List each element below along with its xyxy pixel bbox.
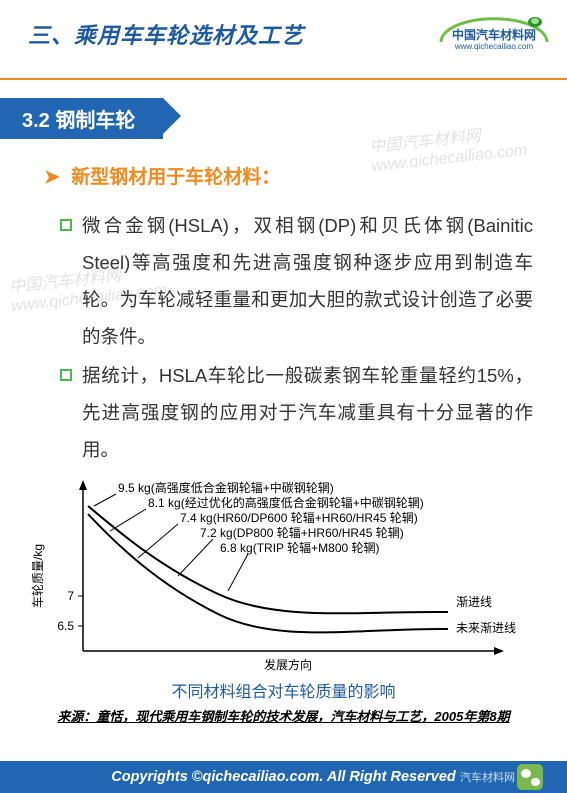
square-bullet-icon — [60, 369, 72, 381]
anno: 6.8 kg(TRIP 轮辐+M800 轮辋) — [220, 540, 380, 555]
y-axis-label: 车轮质量/kg — [30, 544, 45, 608]
page-header: 三、乘用车车轮选材及工艺 中国汽车材料网 www.qichecailiao.co… — [0, 0, 567, 70]
list-item: 据统计，HSLA车轮比一般碳素钢车轮重量轻约15%，先进高强度钢的应用对于汽车减… — [60, 357, 533, 468]
x-axis-label: 发展方向 — [264, 657, 312, 672]
divider — [0, 78, 567, 80]
logo-text: 中国汽车材料网 — [439, 26, 549, 43]
item-text: 据统计，HSLA车轮比一般碳素钢车轮重量轻约15%，先进高强度钢的应用对于汽车减… — [82, 365, 533, 460]
curve-label: 渐进线 — [456, 595, 492, 609]
chart: 7 6.5 车轮质量/kg 发展方向 渐进线 未来渐进线 9.5 kg(高强度低… — [28, 476, 543, 676]
list-item: 微合金钢(HSLA)，双相钢(DP)和贝氏体钢(Bainitic Steel)等… — [60, 207, 533, 355]
content-area: ➤ 新型钢材用于车轮材料： 微合金钢(HSLA)，双相钢(DP)和贝氏体钢(Ba… — [0, 139, 567, 468]
ytick: 7 — [67, 589, 74, 603]
anno: 9.5 kg(高强度低合金钢轮辐+中碳钢轮辋) — [118, 480, 334, 495]
anno: 7.2 kg(DP800 轮辐+HR60/HR45 轮辋) — [200, 525, 404, 540]
wechat-icon — [517, 764, 543, 790]
chart-caption: 不同材料组合对车轮质量的影响 — [0, 678, 567, 702]
section-header: 3.2 钢制车轮 — [0, 98, 163, 139]
logo-url: www.qichecailiao.com — [439, 42, 549, 51]
copyright-text: Copyrights ©qichecailiao.com. All Right … — [111, 769, 456, 785]
bullet-heading: ➤ 新型钢材用于车轮材料： — [44, 163, 533, 193]
anno: 7.4 kg(HR60/DP600 轮辐+HR60/HR45 轮辋) — [180, 510, 418, 525]
curve-label: 未来渐进线 — [456, 621, 516, 635]
item-text: 微合金钢(HSLA)，双相钢(DP)和贝氏体钢(Bainitic Steel)等… — [82, 215, 533, 347]
arrow-icon: ➤ — [44, 167, 60, 188]
ytick: 6.5 — [57, 619, 74, 633]
anno: 8.1 kg(经过优化的高强度低合金钢轮辐+中碳钢轮辋) — [148, 495, 424, 510]
square-bullet-icon — [60, 219, 72, 231]
wechat-label: 汽车材料网 — [460, 769, 515, 785]
source-citation: 来源：童恬，现代乘用车钢制车轮的技术发展，汽车材料与工艺，2005年第8期 — [0, 706, 567, 725]
site-logo: 中国汽车材料网 www.qichecailiao.com — [439, 12, 549, 56]
bullet-heading-text: 新型钢材用于车轮材料： — [71, 167, 280, 188]
